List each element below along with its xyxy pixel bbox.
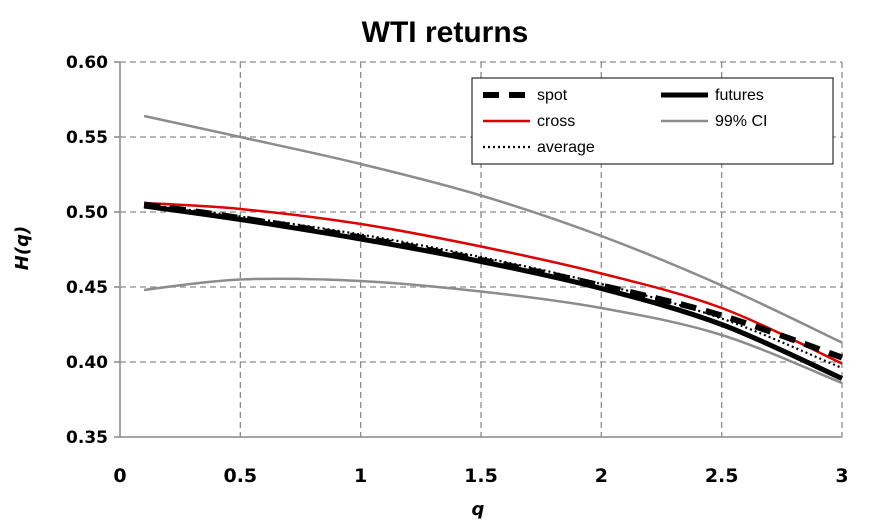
y-tick-labels: 0.35 0.40 0.45 0.50 0.55 0.60 <box>66 53 108 448</box>
axes <box>114 61 842 438</box>
legend-box <box>471 77 834 165</box>
x-tick-label: 1 <box>354 465 367 487</box>
chart-title: WTI returns <box>362 16 529 49</box>
series-line-cross <box>144 201 843 365</box>
series-line-average <box>143 203 843 370</box>
legend-label: average <box>537 139 595 156</box>
legend-label: cross <box>537 113 575 130</box>
x-axis-label: q <box>472 499 485 520</box>
x-tick-label: 2.5 <box>705 465 739 487</box>
y-tick-label: 0.60 <box>66 53 108 73</box>
series-lines <box>143 114 844 385</box>
series-line-99-ci <box>143 114 843 344</box>
series-line-ci-lower <box>143 277 843 385</box>
x-tick-labels: 0 0.5 1 1.5 2 2.5 3 <box>113 465 848 487</box>
y-tick-label: 0.35 <box>66 428 108 448</box>
x-tick-label: 0 <box>113 465 126 487</box>
legend-label: spot <box>537 87 568 104</box>
y-tick-label: 0.40 <box>66 353 108 373</box>
y-tick-label: 0.55 <box>66 128 108 148</box>
legend: spot futures cross 99% CI average <box>471 77 834 165</box>
x-tick-label: 2 <box>595 465 608 487</box>
series-line-spot <box>143 201 843 361</box>
y-tick-label: 0.45 <box>66 278 108 298</box>
legend-label: 99% CI <box>715 113 767 130</box>
x-tick-label: 1.5 <box>464 465 498 487</box>
legend-label: futures <box>715 87 764 104</box>
y-axis-label: H(q) <box>12 226 33 270</box>
x-tick-label: 3 <box>835 465 848 487</box>
y-tick-label: 0.50 <box>66 203 108 223</box>
x-tick-label: 0.5 <box>223 465 257 487</box>
